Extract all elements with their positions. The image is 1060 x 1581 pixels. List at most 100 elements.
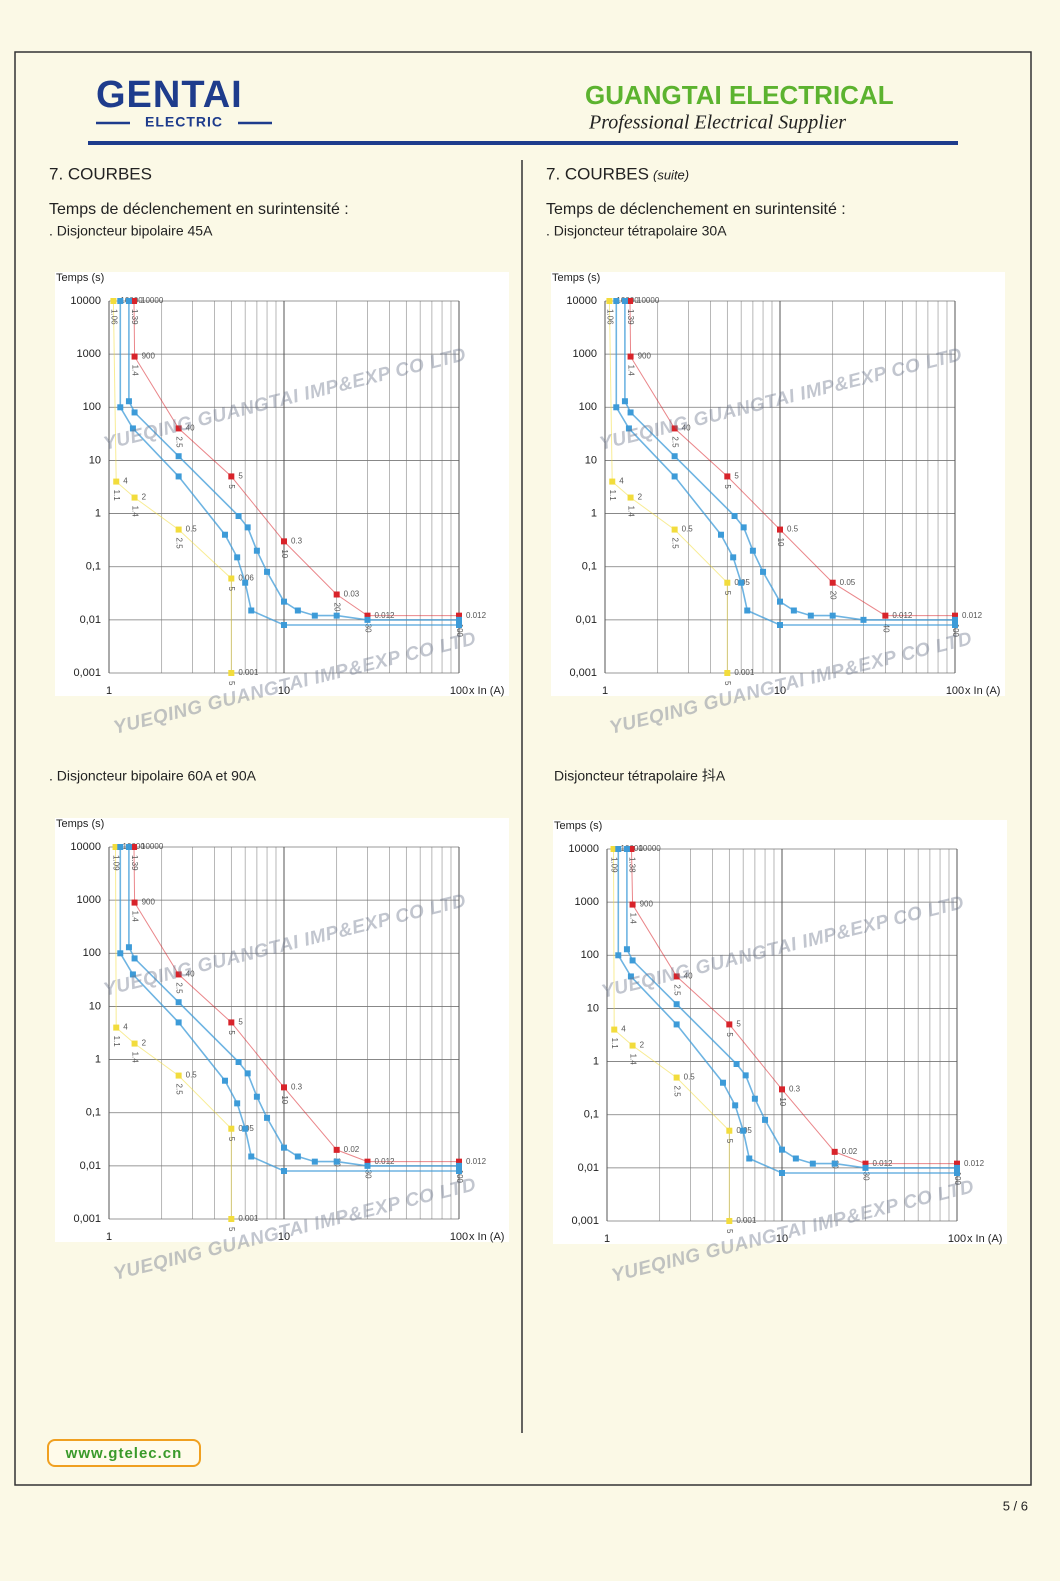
data-point <box>717 531 724 538</box>
value-label: 0.5 <box>186 525 198 534</box>
data-point <box>131 409 138 416</box>
x-value-label: 1.4 <box>130 506 139 518</box>
data-point <box>456 1162 462 1169</box>
data-point <box>228 1125 235 1132</box>
series-line <box>119 847 459 1172</box>
data-point <box>673 1001 680 1008</box>
x-value-label: 1.4 <box>130 1052 139 1064</box>
data-point <box>777 598 783 605</box>
value-label: 900 <box>142 352 156 361</box>
x-tick-label: 10 <box>776 1233 788 1245</box>
y-tick-label: 0,001 <box>569 667 597 679</box>
data-point <box>113 1024 120 1031</box>
data-point <box>221 531 228 538</box>
y-tick-label: 0,1 <box>86 561 101 573</box>
data-point <box>333 1146 340 1153</box>
value-label: 4 <box>123 477 128 486</box>
data-point <box>724 473 731 480</box>
data-point <box>248 607 255 614</box>
value-label: 0.001 <box>238 668 259 677</box>
data-point <box>952 622 958 629</box>
value-label: 0.02 <box>344 1145 360 1154</box>
value-label: 0.012 <box>374 611 395 620</box>
data-point <box>175 453 182 460</box>
data-point <box>954 1170 960 1177</box>
series-line <box>631 848 957 1165</box>
x-value-label: 2.5 <box>673 1086 682 1098</box>
data-point <box>740 1127 747 1134</box>
data-point <box>627 973 634 980</box>
value-label: 5 <box>734 472 739 481</box>
data-point <box>175 999 182 1006</box>
chart-caption: . Disjoncteur bipolaire 60A et 90A <box>49 768 257 784</box>
data-point <box>131 494 138 501</box>
value-label: 0.5 <box>186 1071 198 1080</box>
data-point <box>456 616 462 623</box>
value-label: 5 <box>238 1018 243 1027</box>
value-label: 0.012 <box>872 1159 893 1168</box>
x-value-label: 2.5 <box>175 982 184 994</box>
x-value-label: 5 <box>227 1137 236 1142</box>
x-value-label: 5 <box>725 1229 734 1234</box>
data-point <box>129 425 136 432</box>
tagline: Professional Electrical Supplier <box>588 112 846 134</box>
data-point <box>117 950 124 957</box>
data-point <box>611 1026 618 1033</box>
data-point <box>117 298 124 304</box>
x-axis-label: x In (A) <box>965 685 1000 697</box>
data-point <box>456 1158 462 1165</box>
series-line <box>608 300 728 673</box>
data-point <box>311 612 318 619</box>
data-point <box>242 1125 249 1132</box>
x-value-label: 1.4 <box>628 913 637 925</box>
data-point <box>623 946 630 953</box>
x-value-label: 2.5 <box>175 436 184 448</box>
data-point <box>113 478 120 485</box>
data-point <box>221 1077 228 1084</box>
x-value-label: 2.5 <box>671 538 680 550</box>
x-value-label: 10 <box>280 1095 289 1104</box>
x-tick-label: 100 <box>946 685 964 697</box>
x-value-label: 10 <box>280 549 289 558</box>
x-tick-label: 100 <box>450 685 468 697</box>
data-point <box>253 547 260 554</box>
data-point <box>792 1155 799 1162</box>
y-tick-label: 10000 <box>70 841 101 853</box>
heading-note: (suite) <box>653 167 689 182</box>
section-subheading: Temps de déclenchement en surintensité : <box>49 201 349 218</box>
y-tick-label: 10000 <box>70 295 101 307</box>
value-label: 4 <box>621 1025 626 1034</box>
chart-caption: . Disjoncteur tétrapolaire 30A <box>546 223 727 239</box>
data-point <box>777 526 783 533</box>
data-point <box>333 591 340 598</box>
x-value-label: 5 <box>725 1139 734 1144</box>
y-tick-label: 1 <box>95 507 101 519</box>
data-point <box>862 1160 869 1167</box>
value-label: 0.001 <box>238 1214 259 1223</box>
data-point <box>732 1102 739 1109</box>
data-point <box>175 526 182 533</box>
data-point <box>629 1042 636 1049</box>
data-point <box>131 844 138 850</box>
value-label: 0.02 <box>842 1147 858 1156</box>
series-line <box>617 849 957 1174</box>
company-name: GUANGTAI ELECTRICAL <box>585 80 894 110</box>
y-tick-label: 1000 <box>573 348 597 360</box>
data-point <box>244 1070 251 1077</box>
data-point <box>235 513 242 520</box>
data-point <box>456 1168 462 1175</box>
data-point <box>175 1019 182 1026</box>
data-point <box>253 1093 260 1100</box>
value-label: 0.03 <box>344 590 360 599</box>
data-point <box>294 1153 301 1160</box>
y-tick-label: 0,01 <box>578 1162 599 1174</box>
header-rule <box>88 141 958 145</box>
x-value-label: 1.38 <box>627 857 636 873</box>
data-point <box>175 971 182 978</box>
data-point <box>125 844 132 850</box>
data-point <box>625 425 632 432</box>
x-tick-label: 10 <box>278 685 290 697</box>
value-label: 0.012 <box>466 1157 487 1166</box>
footer-url[interactable]: www.gtelec.cn <box>65 1445 183 1462</box>
x-value-label: 20 <box>333 603 342 612</box>
